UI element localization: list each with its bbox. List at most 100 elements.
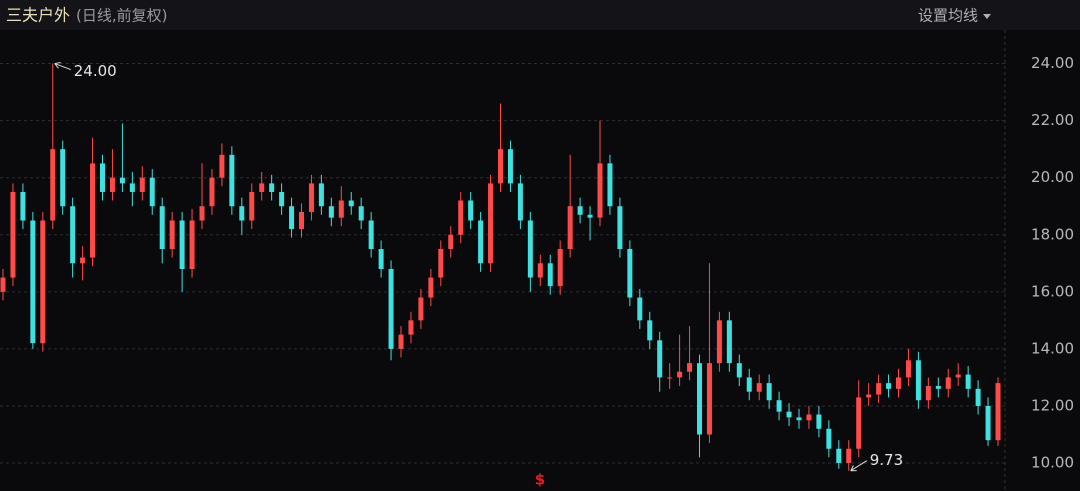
y-tick-label: 14.00: [1031, 339, 1074, 357]
dropdown-arrow[interactable]: [983, 14, 991, 19]
candle-body: [726, 320, 732, 364]
chart-subtitle: (日线,前复权): [76, 7, 167, 25]
candle-body: [129, 183, 135, 192]
candle-body: [995, 383, 1001, 441]
candle-body: [358, 206, 364, 221]
candle-body: [537, 263, 543, 278]
candle-body: [985, 405, 991, 441]
candle-body: [587, 214, 593, 218]
candle-body: [0, 277, 6, 292]
candle-body: [10, 191, 16, 278]
candle-body: [438, 249, 444, 278]
candle-body: [488, 183, 494, 264]
candle-body: [547, 263, 553, 287]
candle-body: [408, 320, 414, 335]
candle-body: [189, 220, 195, 269]
candle-body: [388, 269, 394, 349]
y-tick-label: 24.00: [1031, 54, 1074, 72]
candle-body: [965, 374, 971, 389]
candle-body: [607, 163, 613, 207]
candle-body: [776, 400, 782, 412]
candle-body: [338, 200, 344, 218]
candle-body: [159, 206, 165, 250]
candle-body: [766, 383, 772, 401]
candle-body: [199, 206, 205, 221]
chart-title: 三夫户外: [6, 6, 70, 25]
candle-body: [846, 448, 852, 464]
candle-body: [60, 149, 66, 207]
candle-body: [647, 320, 653, 341]
event-marker: $: [535, 471, 545, 489]
candle-body: [239, 206, 245, 221]
candle-body: [557, 249, 563, 287]
candle-body: [886, 383, 892, 389]
candle-body: [448, 234, 454, 250]
candle-body: [209, 177, 215, 207]
candle-body: [40, 220, 46, 344]
candle-body: [348, 200, 354, 207]
annotation-label: 9.73: [870, 451, 903, 469]
y-tick-label: 12.00: [1031, 396, 1074, 414]
y-tick-label: 22.00: [1031, 111, 1074, 129]
candle-body: [806, 414, 812, 421]
candle-body: [279, 191, 285, 207]
candle-body: [945, 377, 951, 389]
header-bar: [0, 0, 1080, 30]
candle-body: [109, 177, 115, 192]
candle-body: [836, 448, 842, 464]
candle-body: [259, 183, 265, 192]
ma-settings-button[interactable]: 设置均线: [918, 7, 978, 25]
candle-body: [517, 183, 523, 221]
candle-body: [786, 411, 792, 418]
candle-body: [169, 220, 175, 250]
candle-body: [697, 363, 702, 435]
annotation-arrowhead: [850, 465, 857, 472]
candle-body: [866, 394, 872, 398]
candle-body: [796, 417, 802, 421]
candle-body: [706, 363, 712, 435]
candle-body: [50, 149, 56, 221]
candle-body: [896, 377, 901, 389]
candle-body: [458, 200, 464, 235]
candle-body: [418, 297, 424, 321]
candle-body: [637, 297, 643, 321]
candle-body: [478, 220, 484, 264]
candle-body: [289, 206, 295, 230]
candle-body: [498, 149, 503, 184]
candle-body: [687, 363, 693, 372]
candle-body: [378, 249, 384, 269]
candle-body: [677, 371, 683, 378]
candle-body: [328, 206, 334, 218]
y-tick-label: 16.00: [1031, 282, 1074, 300]
candle-body: [299, 211, 304, 230]
candle-body: [219, 154, 225, 178]
annotation-label: 24.00: [74, 62, 117, 80]
candle-body: [229, 154, 235, 207]
candle-body: [756, 383, 762, 392]
candle-body: [905, 360, 911, 378]
candle-body: [816, 414, 822, 429]
candle-body: [80, 257, 86, 264]
candle-body: [249, 191, 255, 221]
candle-body: [318, 183, 324, 207]
candle-body: [507, 149, 513, 184]
candle-body: [925, 385, 931, 401]
candle-body: [657, 340, 663, 378]
annotation-arrowhead: [54, 61, 61, 69]
candle-body: [915, 360, 921, 401]
candle-body: [30, 220, 36, 344]
candle-body: [179, 220, 185, 269]
candle-body: [149, 177, 155, 207]
candle-body: [119, 177, 125, 184]
y-tick-label: 10.00: [1031, 454, 1074, 472]
candle-body: [826, 428, 832, 449]
candle-body: [617, 206, 623, 250]
candle-body: [567, 206, 573, 250]
candle-body: [597, 163, 603, 218]
candle-body: [308, 183, 314, 212]
candle-body: [955, 374, 961, 378]
candle-body: [90, 163, 96, 258]
candle-body: [975, 388, 981, 406]
